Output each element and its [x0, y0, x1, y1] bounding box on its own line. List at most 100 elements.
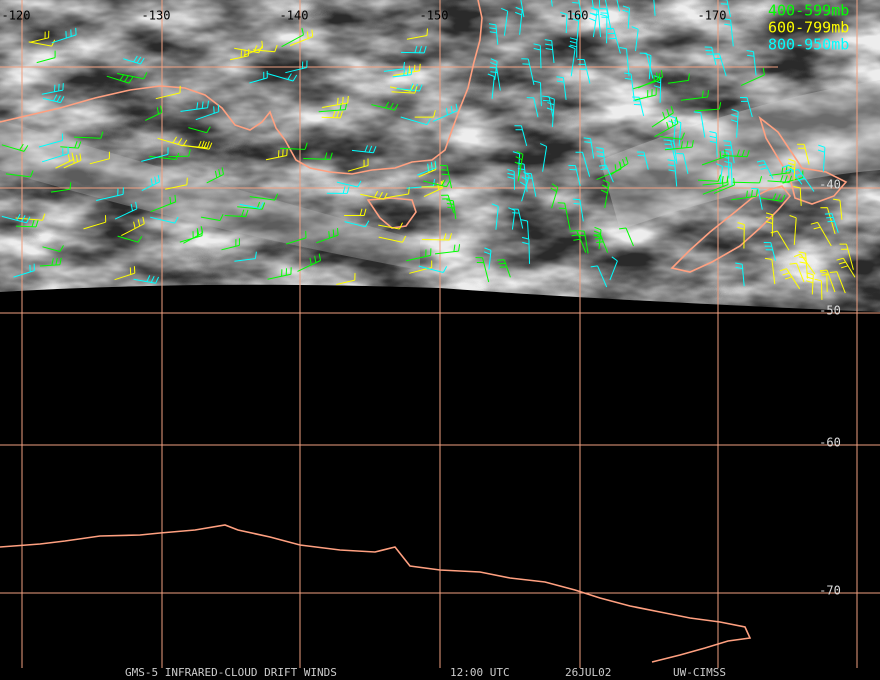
- wind-barb: [569, 230, 587, 253]
- wind-barb: [183, 225, 204, 244]
- wind-barb: [723, 140, 735, 164]
- wind-barb: [550, 183, 559, 209]
- wind-barb: [819, 271, 828, 292]
- wind-barb: [488, 23, 499, 45]
- wind-barb: [322, 95, 349, 108]
- wind-barb: [730, 108, 739, 138]
- wind-barb: [344, 220, 370, 228]
- wind-barb: [303, 152, 333, 160]
- wind-barb: [722, 149, 750, 158]
- wind-barb: [41, 146, 69, 163]
- wind-barb: [751, 187, 763, 210]
- wind-barb: [577, 230, 589, 254]
- wind-barb: [188, 126, 211, 134]
- wind-barb: [668, 73, 690, 84]
- wind-barb: [351, 145, 377, 154]
- wind-barb: [556, 76, 567, 100]
- legend-entry: 400-599mb: [768, 2, 849, 20]
- wind-barb: [446, 199, 457, 220]
- wind-barb: [406, 179, 436, 189]
- wind-barb: [316, 228, 339, 244]
- wind-barb: [321, 110, 343, 119]
- wind-barb: [571, 13, 580, 42]
- wind-barb: [533, 43, 542, 69]
- wind-barb: [423, 179, 451, 188]
- footer-time: 12:00 UTC: [450, 666, 510, 679]
- wind-barb: [583, 137, 595, 159]
- wind-barb: [833, 198, 843, 220]
- wind-barb: [266, 72, 298, 82]
- lat-label: -40: [819, 178, 841, 192]
- wind-barb: [619, 47, 630, 77]
- wind-barb: [829, 271, 846, 294]
- wind-barb: [606, 28, 621, 54]
- wind-barb: [180, 100, 209, 112]
- antarctica-coast: [0, 524, 752, 663]
- wind-barb: [491, 203, 499, 230]
- wind-barb: [393, 63, 421, 76]
- lon-label: -120: [2, 9, 31, 23]
- wind-barb: [593, 226, 602, 249]
- footer: GMS-5 INFRARED-CLOUD DRIFT WINDS 12:00 U…: [125, 666, 726, 679]
- lon-label: -140: [280, 9, 309, 23]
- wind-barb: [234, 251, 257, 262]
- wind-barb: [731, 189, 758, 201]
- wind-barb: [150, 216, 179, 224]
- wind-barb: [810, 221, 832, 247]
- wind-barb: [797, 143, 810, 165]
- wind-barb: [568, 164, 581, 187]
- wind-barb: [512, 151, 521, 177]
- wind-barb: [568, 45, 576, 77]
- wind-barb: [572, 0, 583, 18]
- wind-barb: [756, 160, 774, 180]
- wind-barb: [546, 96, 555, 128]
- wind-barb: [5, 170, 34, 178]
- wind-barb: [418, 265, 448, 273]
- wind-barb: [713, 177, 735, 194]
- wind-barb: [206, 167, 224, 184]
- wind-barb: [13, 263, 35, 278]
- wind-barb: [383, 61, 405, 72]
- wind-barb: [141, 147, 169, 162]
- wind-barbs: [1, 0, 856, 300]
- wind-barb: [249, 70, 268, 84]
- wind-barb: [336, 273, 356, 285]
- wind-barb: [234, 45, 263, 54]
- wind-barb: [157, 136, 188, 147]
- wind-barb: [782, 164, 803, 185]
- nz-north-island: [758, 115, 848, 205]
- wind-barb: [122, 55, 145, 65]
- wind-barb: [520, 0, 525, 18]
- wind-barb: [653, 0, 656, 16]
- wind-barb: [719, 0, 731, 17]
- wind-barb: [591, 7, 601, 37]
- wind-barb: [715, 163, 723, 185]
- wind-barb: [30, 30, 50, 43]
- wind-barb: [735, 262, 745, 287]
- coastlines: [0, 0, 848, 663]
- wind-barb: [96, 187, 124, 201]
- wind-barb: [839, 243, 854, 270]
- wind-barb: [793, 253, 816, 275]
- wind-barb: [763, 242, 776, 261]
- wind-barb: [432, 103, 458, 122]
- wind-barb: [660, 132, 685, 140]
- wind-barb: [737, 222, 745, 249]
- wind-barb: [117, 72, 148, 80]
- wind-barb: [421, 233, 452, 241]
- wind-barb: [280, 142, 308, 150]
- wind-barb: [267, 267, 292, 280]
- wind-barb: [114, 201, 138, 220]
- wind-barb: [168, 149, 191, 158]
- wind-barb: [41, 83, 64, 95]
- footer-title: GMS-5 INFRARED-CLOUD DRIFT WINDS: [125, 666, 337, 679]
- wind-barb: [779, 268, 801, 290]
- lon-label: -130: [142, 9, 171, 23]
- wind-barb: [599, 164, 614, 183]
- wind-barb: [475, 257, 490, 283]
- wind-barb: [765, 212, 774, 237]
- wind-barb: [514, 125, 528, 147]
- wind-barb: [1, 143, 29, 152]
- wind-barb: [701, 149, 726, 166]
